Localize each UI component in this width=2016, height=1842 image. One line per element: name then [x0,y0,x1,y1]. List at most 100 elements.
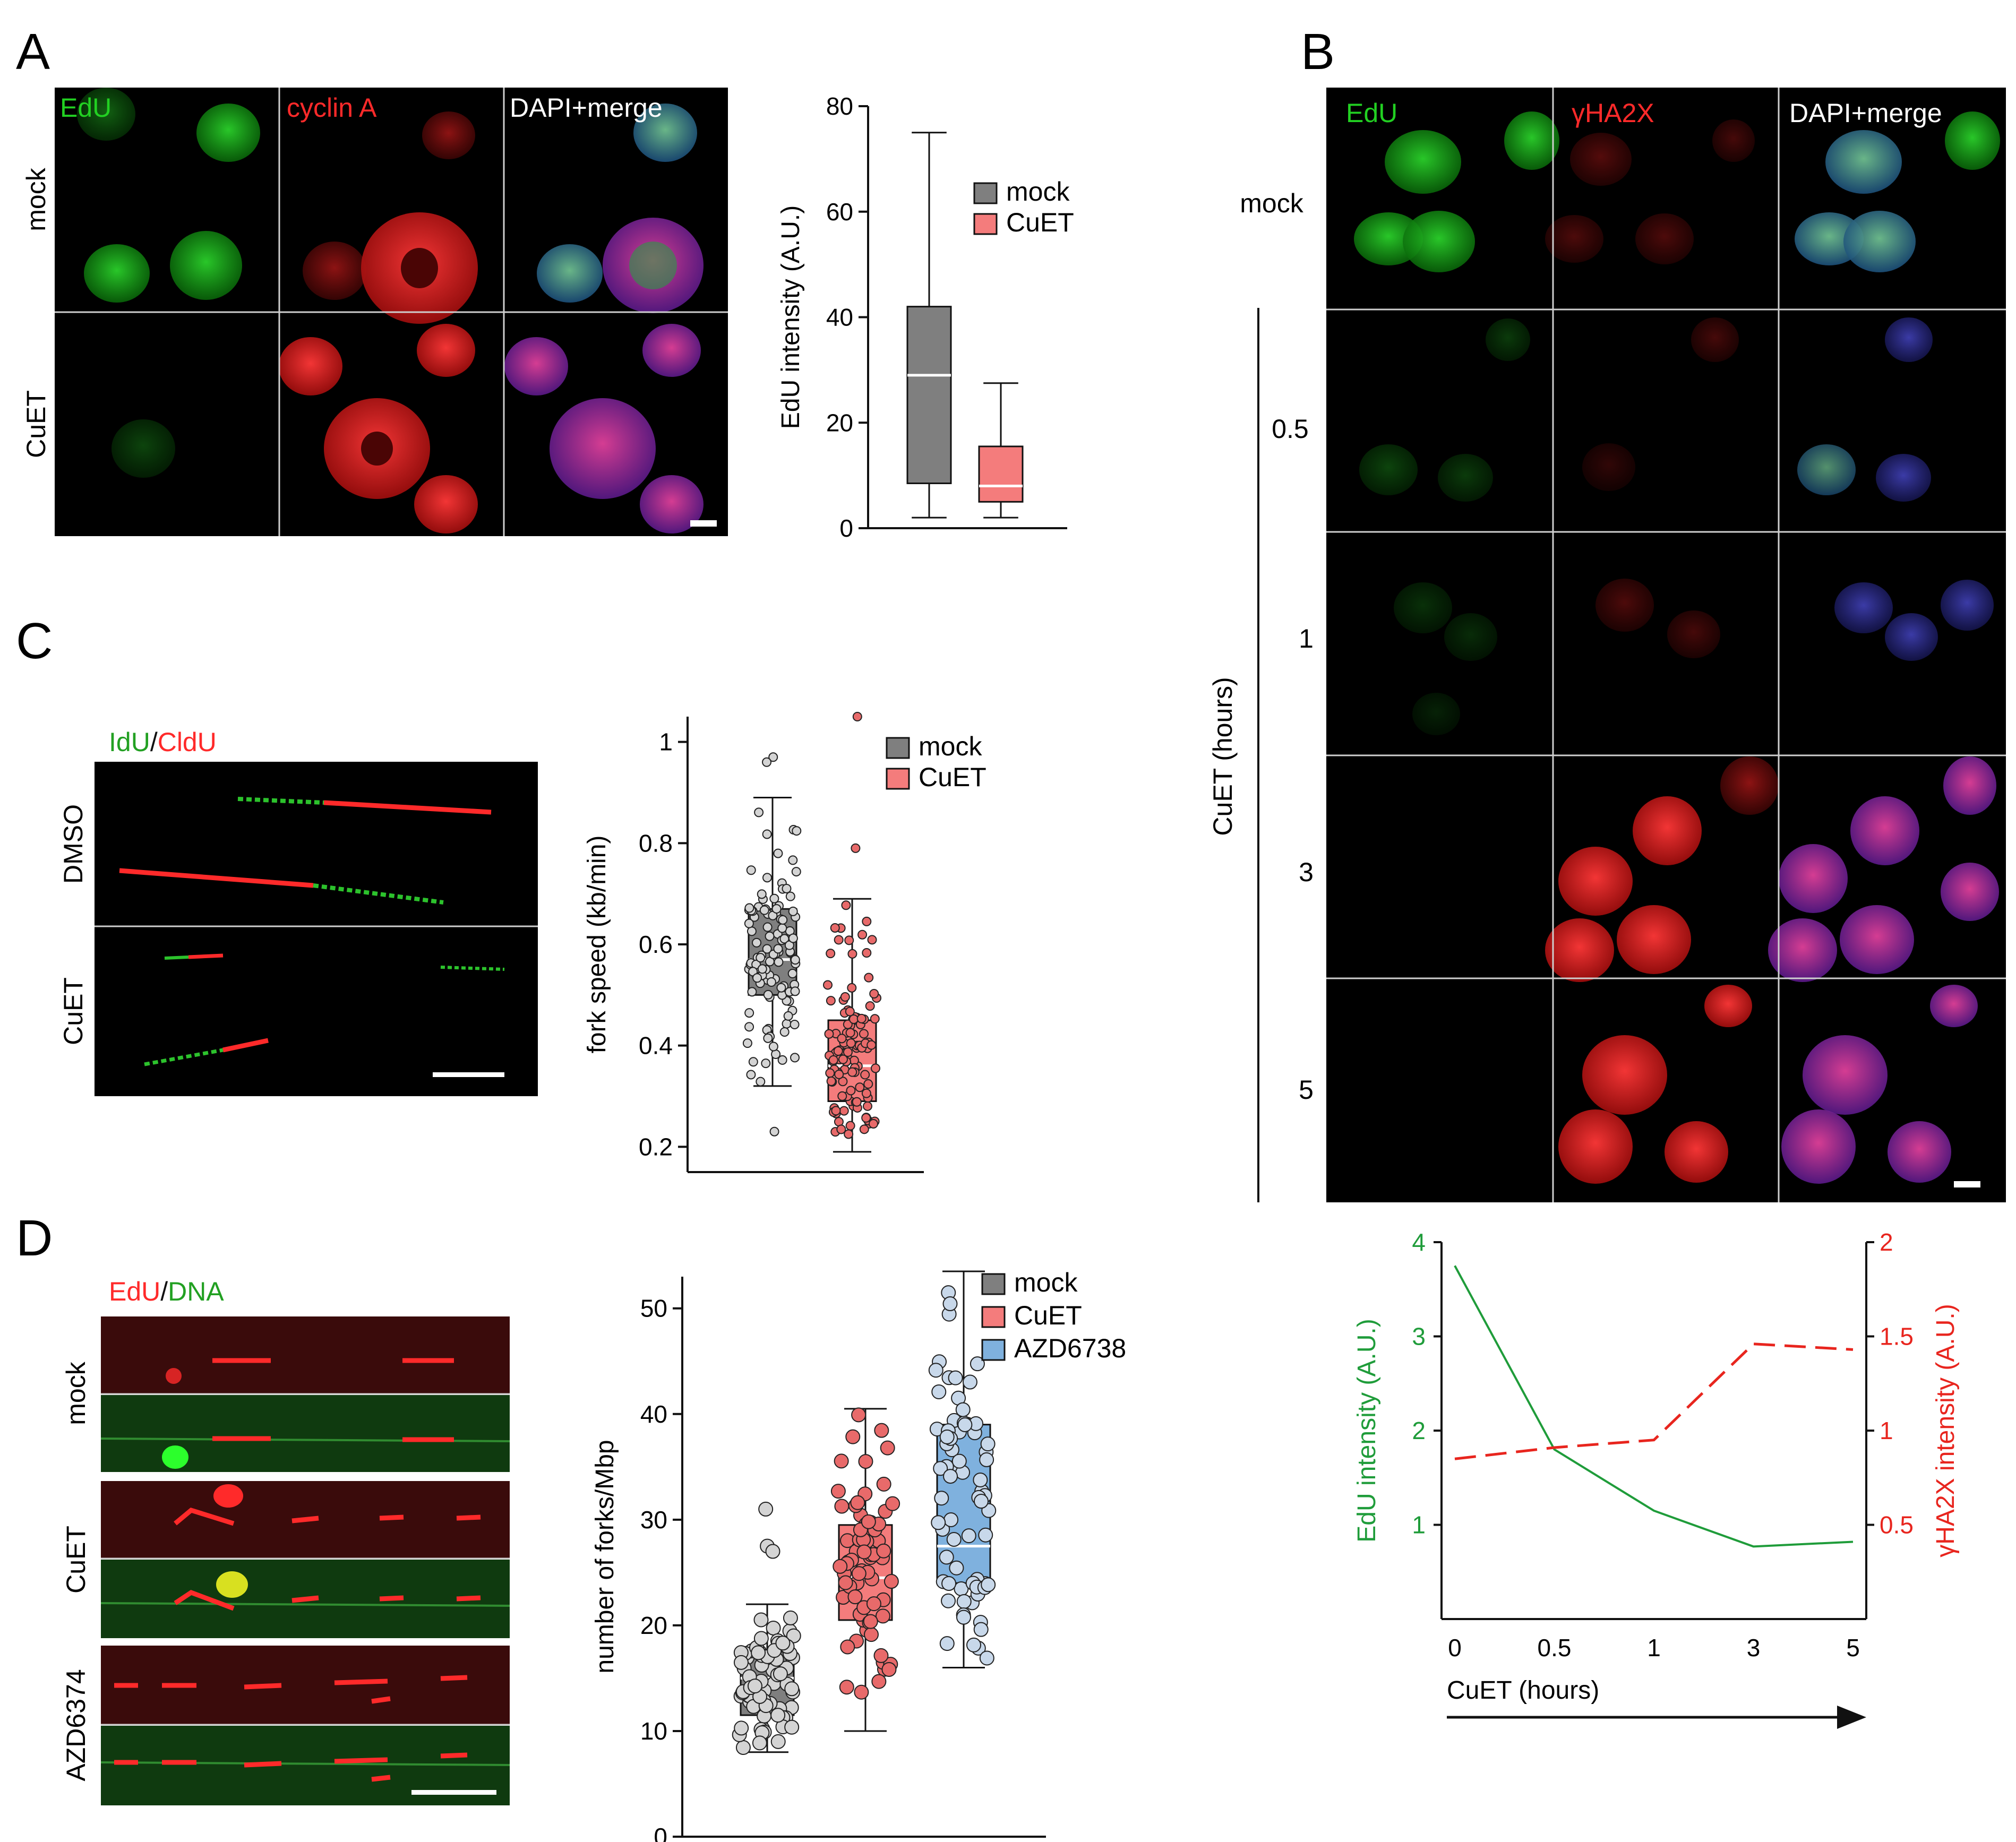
data-point-outlier [769,1126,779,1137]
data-point [777,923,787,933]
data-point [845,1028,855,1038]
data-point [766,977,776,987]
data-point [847,1589,863,1605]
data-point [973,1494,989,1509]
data-point [830,1484,846,1499]
y-tick-label: 30 [640,1506,667,1534]
left-tick-label: 4 [1412,1228,1426,1256]
b-mock-merge-image [1795,111,2000,272]
data-point [854,1684,869,1700]
data-point [786,1628,801,1643]
data-point [838,1054,848,1064]
data-point [770,1734,786,1749]
data-point [876,1476,891,1492]
data-point [773,848,783,858]
y-tick-label: 20 [826,409,853,436]
data-point [828,1055,838,1065]
data-point [757,964,767,974]
data-point [840,992,850,1002]
data-point [846,1086,856,1096]
legend-label: CuET [919,762,986,792]
legend-swatch [886,768,910,790]
data-point [847,1067,857,1077]
data-point [955,1402,971,1417]
a-row-mock: mock [21,167,51,231]
y-axis-label: fork speed (kb/min) [583,836,611,1054]
data-point [867,1040,877,1050]
data-point [782,883,792,893]
data-point [826,949,836,959]
data-point [883,1574,899,1589]
data-point [783,1011,793,1021]
data-point [863,1079,873,1089]
box-cuet [978,445,1024,503]
y-tick-label: 80 [826,92,853,120]
y-tick-label: 0 [839,514,853,542]
data-point [839,1680,854,1695]
scale-bar [690,520,717,527]
b-channel-merge: DAPI+merge [1789,98,1942,128]
d-stain-dna: DNA [168,1277,224,1306]
left-y-axis-label: EdU intensity (A.U.) [1353,1319,1381,1542]
data-point [836,1124,846,1134]
data-point [834,1499,850,1514]
x-tick-label: 5 [1846,1634,1860,1662]
panel-letter-b: B [1301,23,1335,80]
data-point [941,1576,957,1591]
data-point [778,915,788,925]
data-point [881,1662,897,1677]
data-point [831,1106,841,1116]
data-point [850,1495,865,1510]
data-point-outlier [768,752,778,762]
data-point [785,891,795,901]
data-point [754,807,764,817]
scale-bar [433,1072,504,1077]
data-point [790,1053,800,1063]
data-point [742,1038,752,1048]
data-point [791,867,801,877]
legend-label: CuET [1006,208,1074,237]
data-point [841,900,851,910]
y-tick-label: 0.4 [639,1032,673,1060]
data-point [856,1544,872,1560]
data-point [826,996,836,1006]
data-point [939,1636,955,1651]
data-point [933,1461,948,1476]
a-mock-edu-image [77,88,260,303]
b-3h-row-images [1545,756,1999,982]
data-point-outlier [762,757,772,767]
y-tick-label: 0 [654,1823,667,1842]
data-point [949,1560,964,1576]
data-point [973,1472,988,1487]
data-point [845,1121,855,1131]
data-point [834,1453,849,1469]
a-channel-edu: EdU [60,93,111,123]
b-time-05: 0.5 [1272,414,1309,444]
data-point [773,944,783,954]
data-point [777,1055,787,1065]
a-channel-cyclin: cyclin A [287,93,377,123]
data-point-outlier [852,712,862,721]
data-point [784,1681,800,1697]
data-point [856,1013,867,1023]
panel-d-fibers [100,1316,510,1805]
panel-b-micrographs [1326,88,2006,1202]
b-time-axis-label: CuET (hours) [1208,677,1238,836]
legend-swatch [981,1339,1006,1361]
legend-label: mock [919,731,982,761]
data-point [970,1356,985,1372]
data-point [788,933,798,943]
data-point [956,1609,971,1625]
data-point [845,1006,855,1017]
data-point [931,1384,947,1399]
b-row-mock: mock [1240,188,1303,218]
c-stain-cldu: CldU [158,727,217,757]
data-point [735,1740,751,1755]
data-point [843,1019,853,1029]
data-point [943,1469,958,1484]
left-tick-label: 2 [1412,1417,1426,1444]
data-point [871,1063,881,1073]
b-1h-row-images [1394,579,1994,735]
